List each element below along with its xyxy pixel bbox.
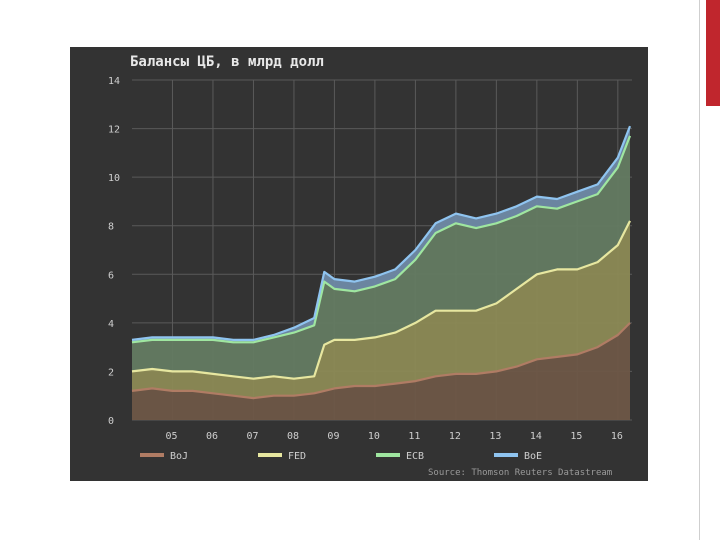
y-tick-label: 6 [108,270,114,281]
area-boj [132,322,630,420]
x-tick-label: 11 [408,431,420,442]
y-tick-label: 10 [108,173,120,184]
x-tick-label: 12 [449,431,461,442]
area-fed [132,220,630,399]
y-tick-label: 12 [108,125,120,136]
area-ecb [132,135,630,379]
legend: BoJ FED ECB BoE [140,451,542,462]
legend-label-boe: BoE [524,451,542,462]
x-tick-label: 08 [287,431,299,442]
x-tick-label: 07 [246,431,258,442]
y-tick-label: 8 [108,222,114,233]
y-tick-label: 0 [108,416,114,427]
x-tick-label: 09 [327,431,339,442]
slide-border [699,0,700,540]
chart-panel: Балансы ЦБ, в млрд долл 0 2 4 6 8 10 12 14 05 06 0… [70,47,648,481]
line-boj [131,322,631,400]
line-boe [131,125,632,341]
x-tick-label: 16 [611,431,623,442]
x-tick-label: 06 [206,431,218,442]
y-tick-label: 14 [108,76,120,87]
x-tick-label: 13 [489,431,501,442]
line-ecb [131,135,632,344]
slide-accent-bar [706,0,720,106]
x-tick-label: 15 [570,431,582,442]
legend-label-ecb: ECB [406,451,424,462]
x-tick-label: 05 [165,431,177,442]
legend-label-boj: BoJ [170,451,188,462]
series-lines [131,125,632,400]
x-tick-label: 10 [368,431,380,442]
y-tick-label: 2 [108,367,114,378]
line-fed [131,220,631,380]
y-tick-label: 4 [108,319,114,330]
source-note: Source: Thomson Reuters Datastream [428,468,612,478]
chart-title: Балансы ЦБ, в млрд долл [130,54,324,70]
series-areas [132,126,630,420]
axes: 0 2 4 6 8 10 12 14 05 06 07 08 09 10 11 12 13 14 15 16 [108,76,623,442]
legend-label-fed: FED [288,451,306,462]
x-tick-label: 14 [530,431,542,442]
